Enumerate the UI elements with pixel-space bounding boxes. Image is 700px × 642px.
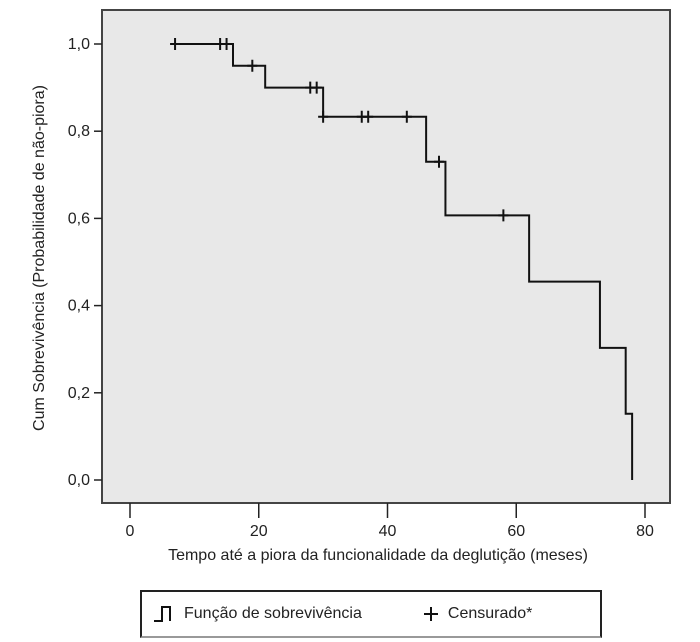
legend-item-survival: Função de sobrevivência [152, 604, 362, 624]
y-tick-label: 0,4 [68, 298, 90, 315]
x-tick-label: 80 [636, 523, 654, 540]
censored-mark [247, 59, 258, 72]
censored-mark [401, 110, 412, 123]
legend-label: Função de sobrevivência [184, 605, 362, 622]
censored-mark [498, 209, 509, 222]
plot-svg: 0,0 0,2 0,4 0,6 0,8 1,0 0 20 40 60 80 Tempo até a… [31, 9, 671, 564]
y-tick-label: 0,6 [68, 210, 90, 227]
x-tick-label: 60 [507, 523, 525, 540]
x-tick-label: 20 [250, 523, 268, 540]
legend-item-censored: Censurado* [422, 605, 533, 623]
censored-mark [363, 110, 374, 123]
x-tick-label: 0 [126, 523, 135, 540]
censored-mark [311, 81, 322, 94]
survival-curve [175, 43, 634, 480]
legend: Função de sobrevivência Censurado* [140, 590, 602, 638]
censored-mark [221, 38, 232, 50]
x-axis-label: Tempo até a piora da funcionalidade da d… [168, 547, 588, 564]
y-axis-label: Cum Sobrevivência (Probabilidade de não-… [31, 85, 48, 431]
y-tick-label: 1,0 [68, 36, 90, 53]
plot-area [101, 9, 671, 504]
plus-icon [423, 607, 438, 621]
x-tick-label: 40 [379, 523, 397, 540]
y-tick-label: 0,8 [68, 123, 90, 140]
censored-mark [170, 38, 181, 50]
censored-mark [318, 110, 329, 123]
y-tick-label: 0,2 [68, 385, 90, 402]
y-tick-label: 0,0 [68, 472, 90, 489]
legend-label: Censurado* [447, 605, 533, 622]
censored-mark [434, 155, 444, 168]
step-line-icon [154, 606, 171, 622]
